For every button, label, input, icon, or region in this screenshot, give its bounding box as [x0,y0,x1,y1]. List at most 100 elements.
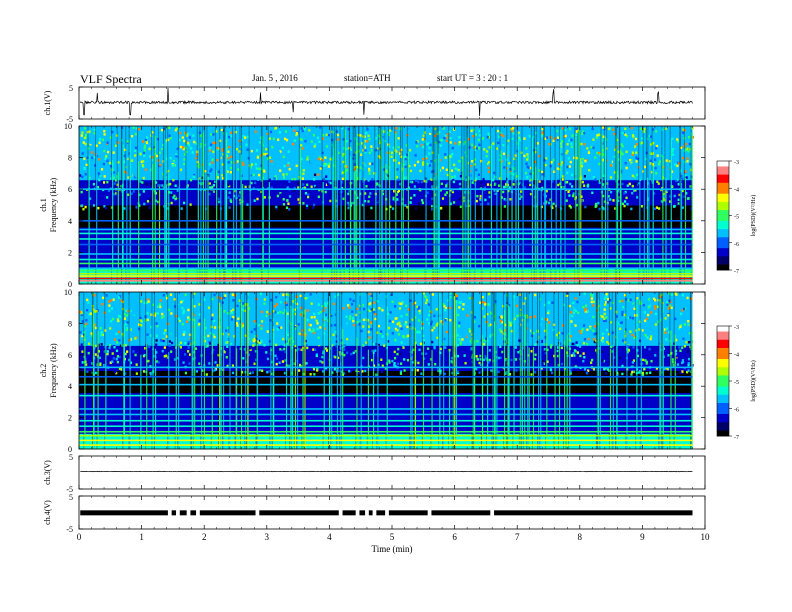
spectrogram-speckle [256,337,260,341]
spectrogram-speckle [279,192,282,195]
spectrogram-speckle [624,330,627,333]
spectrogram-speckle [468,146,471,149]
spectrogram-speckle [229,198,232,201]
spectrogram-speckle [207,334,210,338]
spectrogram-speckle [279,300,283,304]
spectrogram-speckle [592,146,595,150]
spectrogram-speckle [85,322,88,326]
spectrogram-speckle [243,304,246,308]
spectrogram-speckle [634,137,638,141]
spectrogram-row [79,292,693,296]
spectrogram-speckle [149,147,152,151]
colorbar-segment [717,163,729,167]
spectrogram-speckle [490,369,493,372]
spectrogram-speckle [667,314,670,317]
panel-frame [78,455,706,490]
spectrogram-speckle [689,163,692,166]
spectrogram-speckle [282,155,285,159]
spectrogram-speckle [304,297,307,300]
spectrogram-sferic [219,302,221,449]
spectrogram-speckle [541,127,544,131]
spectrogram-speckle [455,167,458,171]
spectrogram-speckle [666,367,670,371]
spectrogram-speckle [483,148,486,151]
colorbar-segment [717,171,729,176]
spectrogram-speckle [224,294,227,297]
spectrogram-speckle [556,349,559,353]
spectrogram-speckle [421,163,425,166]
spectrogram-speckle [188,136,192,139]
spectrogram-speckle [371,162,374,166]
spectrogram-speckle [545,157,548,160]
spectrogram-speckle [533,357,537,361]
spectrogram-speckle [202,341,205,345]
spectrogram-speckle [674,320,677,324]
spectrogram-speckle [198,362,201,365]
spectrogram-sferic [340,327,342,449]
spectrogram-speckle [115,357,118,361]
spectrogram-dark-streak [506,126,508,284]
spectrogram-speckle [656,180,659,183]
spectrogram-speckle [551,180,554,183]
spectrogram-speckle [423,295,427,298]
spectrogram-dark-streak [204,126,206,284]
spectrogram-speckle [570,142,573,146]
spectrogram-speckle [286,341,289,345]
spectrogram-speckle [546,348,549,352]
spectrogram-speckle [593,325,596,328]
spectrogram-speckle [316,358,319,361]
spectrogram-speckle [617,183,621,186]
spectrogram-speckle [84,136,88,139]
spectrogram-speckle [568,165,571,168]
spectrogram-speckle [673,342,676,345]
spectrogram-sferic [342,329,344,449]
spectrogram-speckle [634,182,637,186]
spectrogram-speckle [388,319,391,323]
spectrogram-speckle [485,357,488,360]
spectrogram-speckle [99,174,102,178]
spectrogram-dark-streak [520,292,522,449]
spectrogram-speckle [206,344,209,348]
spectrogram-speckle [416,305,419,309]
spectrogram-speckle [632,171,636,174]
spectrogram-speckle [173,194,176,198]
spectrogram-speckle [185,320,189,323]
spectrogram-speckle [681,131,685,134]
spectrogram-speckle [93,323,97,327]
spectrogram-speckle [135,173,138,177]
spectrogram-speckle [98,203,102,207]
spectrogram-sferic [197,178,199,284]
spectrogram-speckle [587,193,590,197]
spectrogram-speckle [299,313,302,316]
spectrogram-speckle [548,142,551,146]
spectrogram-speckle [384,367,387,370]
spectrogram-speckle [125,322,128,326]
spectrogram-row [79,376,693,381]
spectrogram-speckle [464,334,467,338]
spectrogram-speckle [266,361,269,365]
spectrogram-speckle [88,197,92,200]
colorbar-tick-label--7: -7 [734,269,739,275]
spectrogram-speckle [575,127,578,131]
spectrogram-speckle [538,297,541,301]
spectrogram-speckle [321,158,324,162]
spectrogram-band [79,383,693,386]
spectrogram-speckle [477,173,481,176]
spectrogram-speckle [286,312,289,316]
colorbar-segment [717,416,729,420]
spectrogram-speckle [415,141,418,144]
spectrogram-speckle [461,319,464,323]
spectrogram-speckle [443,372,447,376]
spectrogram-speckle [393,159,396,162]
spectrogram-speckle [288,167,291,171]
spectrogram-speckle [111,130,114,134]
spectrogram-speckle [226,301,230,304]
spectrogram-speckle [85,319,88,322]
spectrogram-speckle [670,293,674,296]
spectrogram-speckle [690,168,693,172]
spectrogram-speckle [547,301,550,304]
spectrogram-dark-streak [384,126,386,284]
spectrogram-speckle [639,302,642,305]
spectrogram-speckle [220,297,223,300]
spectrogram-sferic [652,166,654,284]
